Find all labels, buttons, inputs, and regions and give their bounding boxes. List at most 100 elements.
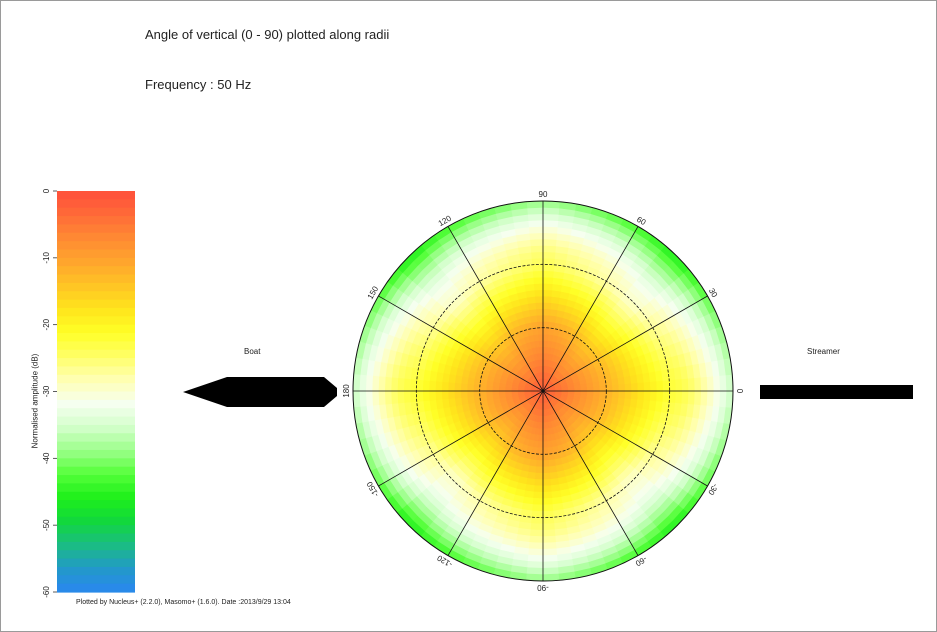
- heatmap-cell: [403, 378, 411, 392]
- heatmap-cell: [390, 390, 399, 405]
- heatmap-cell: [618, 390, 626, 399]
- colorbar-band: [57, 500, 135, 510]
- heatmap-cell: [542, 276, 554, 285]
- heatmap-cell: [542, 213, 559, 221]
- heatmap-cell: [530, 251, 544, 259]
- heatmap-cell: [592, 395, 601, 402]
- heatmap-cell: [542, 479, 552, 487]
- heatmap-cell: [441, 390, 449, 401]
- heatmap-cell: [447, 390, 455, 400]
- heatmap-cell: [466, 384, 474, 392]
- heatmap-cell: [612, 384, 620, 392]
- heatmap-cell: [390, 377, 399, 392]
- heatmap-cell: [473, 390, 481, 398]
- heatmap-cell: [530, 523, 544, 531]
- heatmap-cell: [542, 257, 555, 266]
- heatmap-cell: [542, 251, 556, 259]
- heatmap-cell: [668, 390, 677, 403]
- heatmap-cell: [526, 207, 544, 215]
- heatmap-cell: [574, 390, 582, 395]
- heatmap-cell: [542, 327, 549, 335]
- heatmap-cell: [542, 238, 557, 247]
- heatmap-cell: [537, 441, 544, 449]
- heatmap-cell: [536, 453, 544, 461]
- heatmap-cell: [542, 535, 557, 544]
- heatmap-cell: [542, 529, 557, 537]
- colorbar-band: [57, 424, 135, 434]
- heatmap-cell: [454, 382, 462, 392]
- colorbar-band: [57, 550, 135, 560]
- heatmap-cell: [534, 302, 544, 310]
- heatmap-cell: [542, 542, 558, 550]
- heatmap-cell: [428, 390, 437, 402]
- heatmap-cell: [498, 386, 506, 392]
- colorbar-band: [57, 333, 135, 342]
- heatmap-cell: [529, 459, 538, 468]
- heatmap-cell: [713, 375, 721, 392]
- colorbar-band: [57, 566, 135, 576]
- heatmap-cell: [542, 295, 552, 303]
- heatmap-cell: [542, 321, 550, 329]
- frequency-label: Frequency : 50 Hz: [145, 77, 252, 92]
- heatmap-cell: [542, 314, 550, 322]
- heatmap-cell: [534, 472, 544, 480]
- colorbar-tick-label: -30: [42, 385, 51, 397]
- colorbar-band: [57, 541, 135, 551]
- heatmap-cell: [532, 504, 544, 512]
- heatmap-cell: [466, 390, 474, 398]
- heatmap-cell: [352, 390, 361, 408]
- heatmap-cell: [649, 380, 658, 392]
- colorbar-band: [57, 458, 135, 468]
- colorbar-band: [57, 449, 135, 459]
- heatmap-cell: [460, 390, 468, 399]
- heatmap-cell: [542, 289, 553, 297]
- heatmap-cell: [548, 321, 556, 329]
- colorbar-band: [57, 483, 135, 493]
- heatmap-cell: [531, 510, 544, 518]
- heatmap-cell: [624, 390, 632, 400]
- heatmap-cell: [542, 573, 560, 582]
- colorbar-band: [57, 408, 135, 418]
- heatmap-cell: [542, 548, 558, 556]
- heatmap-cell: [599, 385, 607, 392]
- heatmap-cell: [542, 504, 554, 512]
- heatmap-cell: [542, 523, 556, 531]
- colorbar-tick-label: -60: [42, 586, 51, 598]
- heatmap-cell: [533, 289, 544, 297]
- heatmap-cell: [485, 385, 493, 392]
- heatmap-cell: [719, 374, 727, 392]
- heatmap-cell: [605, 390, 613, 398]
- colorbar-band: [57, 249, 135, 259]
- colorbar-band: [57, 266, 135, 276]
- heatmap-cell: [531, 516, 544, 525]
- heatmap-cell: [529, 529, 544, 537]
- heatmap-cell: [371, 375, 380, 392]
- heatmap-cell: [534, 295, 544, 303]
- heatmap-cell: [535, 308, 544, 316]
- heatmap-cell: [532, 440, 539, 449]
- heatmap-cell: [547, 327, 555, 336]
- heatmap-cell: [422, 380, 430, 392]
- heatmap-cell: [511, 387, 519, 392]
- colorbar-band: [57, 241, 135, 251]
- heatmap-cell: [441, 381, 449, 392]
- heatmap-cell: [542, 340, 548, 348]
- heatmap-cell: [542, 270, 554, 278]
- heatmap-cell: [384, 376, 392, 392]
- colorbar-tick-label: -20: [42, 318, 51, 330]
- heatmap-cell: [542, 510, 555, 518]
- heatmap-cell: [473, 384, 481, 392]
- colorbar-band: [57, 224, 135, 234]
- heatmap-cell: [542, 207, 560, 215]
- heatmap-cell: [637, 381, 645, 392]
- heatmap-cell: [528, 232, 544, 240]
- heatmap-cell: [725, 390, 734, 408]
- colorbar-band: [57, 374, 135, 384]
- angle-label: 180: [342, 384, 351, 398]
- heatmap-cell: [624, 382, 632, 392]
- colorbar-band: [57, 366, 135, 376]
- heatmap-cell: [485, 380, 494, 387]
- heatmap-cell: [539, 422, 544, 430]
- heatmap-cell: [547, 333, 554, 342]
- heatmap-cell: [586, 390, 594, 396]
